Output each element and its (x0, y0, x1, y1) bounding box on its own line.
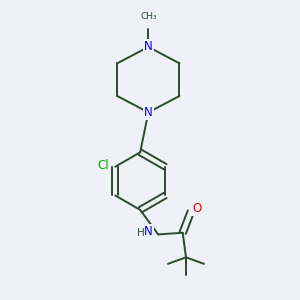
Text: N: N (144, 106, 153, 119)
Text: H: H (137, 228, 145, 238)
Text: CH₃: CH₃ (140, 12, 157, 21)
Text: N: N (144, 225, 153, 238)
Text: N: N (144, 40, 153, 53)
Text: O: O (192, 202, 201, 215)
Text: Cl: Cl (97, 158, 109, 172)
